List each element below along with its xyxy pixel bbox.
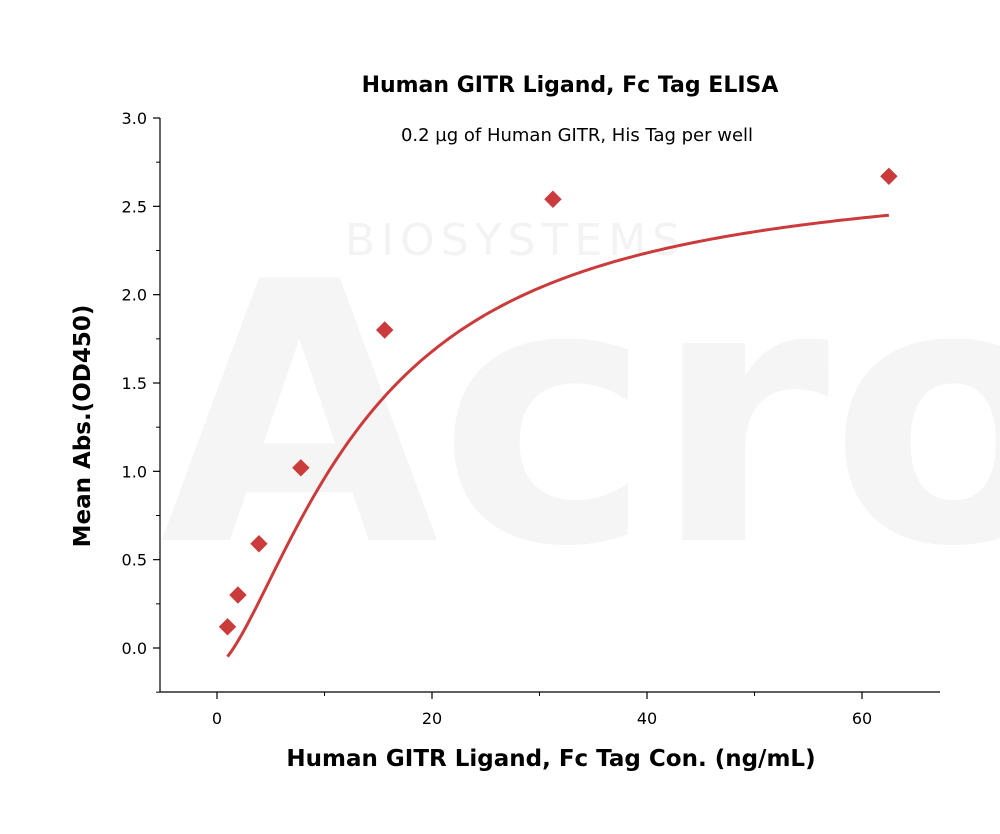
y-tick-label: 3.0 xyxy=(122,109,147,128)
y-tick-label: 1.0 xyxy=(122,462,147,481)
watermark: BIOSYSTEMS Acro xyxy=(160,206,1000,625)
y-tick-label: 0.5 xyxy=(122,551,147,570)
fit-curve-layer xyxy=(226,213,890,658)
y-tick-label: 1.5 xyxy=(122,374,147,393)
data-point xyxy=(880,167,898,186)
x-tick-label: 60 xyxy=(852,709,872,728)
x-tick-label: 40 xyxy=(637,709,657,728)
y-tick-label: 2.0 xyxy=(122,286,147,305)
y-axis-label: Mean Abs.(OD450) xyxy=(70,305,96,548)
chart-subtitle: 0.2 µg of Human GITR, His Tag per well xyxy=(401,125,753,146)
data-point xyxy=(250,535,268,553)
data-point xyxy=(218,618,237,636)
axes xyxy=(159,118,940,693)
chart-title: Human GITR Ligand, Fc Tag ELISA xyxy=(362,73,779,98)
data-points-layer xyxy=(218,167,898,636)
x-tick-label: 20 xyxy=(422,709,442,728)
data-point xyxy=(375,321,394,339)
fit-curve xyxy=(226,213,890,658)
data-point xyxy=(544,190,562,208)
data-point xyxy=(229,586,247,604)
y-ticks: 0.0 0.5 1.0 1.5 2.0 2.5 3.0 xyxy=(122,109,160,693)
watermark-logo: Acro xyxy=(160,206,1000,625)
y-tick-label: 0.0 xyxy=(122,639,147,658)
x-tick-label: 0 xyxy=(212,709,222,728)
x-ticks: 0 20 40 60 xyxy=(212,692,872,728)
y-tick-label: 2.5 xyxy=(122,197,147,216)
x-axis-label: Human GITR Ligand, Fc Tag Con. (ng/mL) xyxy=(286,746,815,772)
data-point xyxy=(292,459,310,477)
